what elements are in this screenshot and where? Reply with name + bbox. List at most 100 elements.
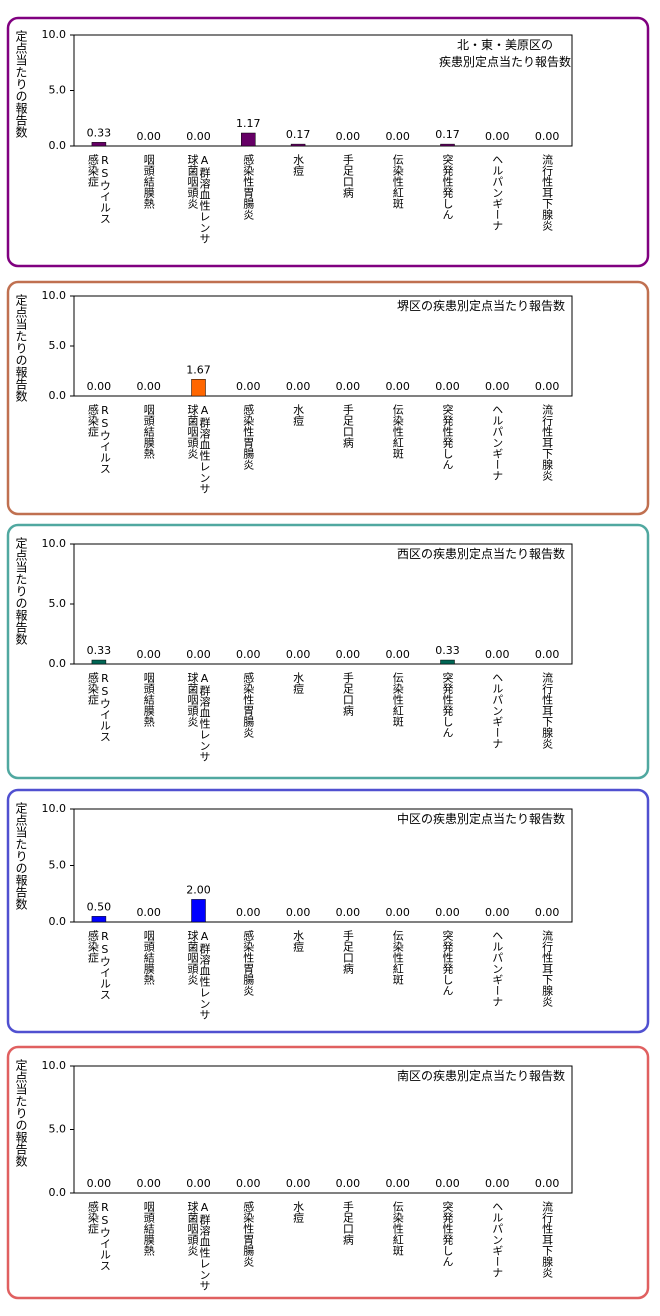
value-label: 0.00 (286, 380, 311, 393)
value-label: 0.00 (336, 906, 361, 919)
x-tick-label: 伝染性紅斑 (391, 672, 404, 728)
value-label: 0.00 (136, 1177, 161, 1190)
value-label: 0.50 (87, 900, 112, 913)
x-tick-label: 球菌咽頭炎 (186, 929, 199, 985)
x-tick-label: 流行性耳下腺炎 (541, 671, 554, 749)
y-axis-label: 定点当たりの報告数 (14, 801, 28, 911)
value-label: 0.00 (435, 380, 460, 393)
y-axis-label: 定点当たりの報告数 (14, 1058, 28, 1168)
panel-frame (6, 280, 650, 516)
value-label: 0.00 (385, 380, 410, 393)
x-tick-label: 伝染性紅斑 (391, 404, 404, 460)
x-tick-label: ヘルパンギーナ (491, 1201, 504, 1278)
value-label: 0.00 (87, 1177, 112, 1190)
y-tick-label: 5.0 (49, 84, 67, 97)
value-label: 0.00 (435, 906, 460, 919)
x-tick-label: 咽頭結膜熱 (142, 1201, 155, 1257)
value-label: 0.00 (535, 648, 560, 661)
value-label: 0.00 (535, 1177, 560, 1190)
x-tick-label: A群溶血性レンサ (198, 930, 211, 1020)
value-label: 0.00 (435, 1177, 460, 1190)
x-tick-label: 咽頭結膜熱 (142, 672, 155, 728)
x-tick-label: RSウイルス (98, 404, 111, 474)
value-label: 0.00 (485, 1177, 510, 1190)
value-label: 0.00 (236, 380, 261, 393)
x-tick-label: ヘルパンギーナ (491, 672, 504, 749)
value-label: 0.00 (236, 1177, 261, 1190)
x-tick-label: ヘルパンギーナ (491, 154, 504, 231)
x-tick-label: 水痘 (292, 154, 305, 177)
x-tick-label: 突発性発しん (441, 1200, 454, 1267)
bar (91, 142, 107, 147)
x-tick-label: 水痘 (292, 672, 305, 695)
value-label: 0.00 (385, 648, 410, 661)
x-tick-label: 突発性発しん (441, 153, 454, 220)
chart-title: 西区の疾患別定点当たり報告数 (397, 546, 565, 561)
value-label: 0.00 (136, 906, 161, 919)
value-label: 0.00 (535, 906, 560, 919)
x-tick-label: 感染症 (86, 404, 99, 438)
x-tick-label: 咽頭結膜熱 (142, 154, 155, 210)
x-tick-label: 感染性胃腸炎 (242, 404, 255, 470)
x-tick-label: 球菌咽頭炎 (186, 153, 199, 209)
y-tick-label: 10.0 (42, 802, 67, 815)
y-axis-label: 定点当たりの報告数 (14, 29, 28, 139)
bar (91, 659, 107, 665)
x-tick-label: 手足口病 (341, 671, 354, 717)
plot-area (73, 543, 573, 665)
x-tick-label: 球菌咽頭炎 (186, 403, 199, 459)
y-tick-label: 5.0 (49, 339, 67, 352)
value-label: 0.00 (136, 380, 161, 393)
x-tick-label: 咽頭結膜熱 (142, 404, 155, 460)
chart-title: 中区の疾患別定点当たり報告数 (397, 811, 565, 826)
x-tick-label: 感染症 (86, 930, 99, 964)
x-tick-label: A群溶血性レンサ (198, 1201, 211, 1291)
chart-title: 北・東・美原区の (457, 38, 553, 52)
x-tick-label: A群溶血性レンサ (198, 154, 211, 244)
x-tick-label: 手足口病 (341, 929, 354, 975)
y-tick-label: 10.0 (42, 1059, 67, 1072)
plot-area (73, 1065, 573, 1194)
bar (290, 143, 306, 147)
value-label: 0.00 (485, 380, 510, 393)
value-label: 0.33 (87, 126, 112, 139)
value-label: 0.00 (485, 906, 510, 919)
panel-frame (6, 788, 650, 1034)
x-tick-label: ヘルパンギーナ (491, 404, 504, 481)
value-label: 0.00 (186, 130, 211, 143)
y-tick-label: 0.0 (49, 389, 67, 402)
x-tick-label: 流行性耳下腺炎 (541, 153, 554, 231)
value-label: 0.00 (485, 130, 510, 143)
y-axis-label: 定点当たりの報告数 (14, 293, 28, 403)
value-label: 0.33 (87, 644, 112, 657)
x-tick-label: 突発性発しん (441, 403, 454, 470)
value-label: 1.17 (236, 117, 261, 130)
x-tick-label: 水痘 (292, 1201, 305, 1224)
x-tick-label: 感染性胃腸炎 (242, 672, 255, 738)
x-tick-label: A群溶血性レンサ (198, 404, 211, 494)
value-label: 0.00 (136, 648, 161, 661)
panel-frame (6, 1045, 650, 1300)
value-label: 0.00 (385, 130, 410, 143)
bar (241, 132, 256, 147)
y-tick-label: 10.0 (42, 537, 67, 550)
value-label: 0.00 (286, 906, 311, 919)
y-tick-label: 0.0 (49, 657, 67, 670)
x-tick-label: 流行性耳下腺炎 (541, 929, 554, 1007)
value-label: 0.00 (87, 380, 112, 393)
value-label: 0.00 (186, 1177, 211, 1190)
x-tick-label: A群溶血性レンサ (198, 672, 211, 762)
y-tick-label: 0.0 (49, 139, 67, 152)
x-tick-label: 手足口病 (341, 153, 354, 199)
x-tick-label: 伝染性紅斑 (391, 154, 404, 210)
value-label: 0.00 (186, 648, 211, 661)
x-tick-label: 咽頭結膜熱 (142, 930, 155, 986)
y-tick-label: 10.0 (42, 28, 67, 41)
x-tick-label: 流行性耳下腺炎 (541, 403, 554, 481)
x-tick-label: RSウイルス (98, 930, 111, 1000)
value-label: 0.00 (336, 130, 361, 143)
x-tick-label: 球菌咽頭炎 (186, 1200, 199, 1256)
chart-title: 南区の疾患別定点当たり報告数 (397, 1068, 565, 1083)
value-label: 0.00 (236, 648, 261, 661)
x-tick-label: RSウイルス (98, 154, 111, 224)
